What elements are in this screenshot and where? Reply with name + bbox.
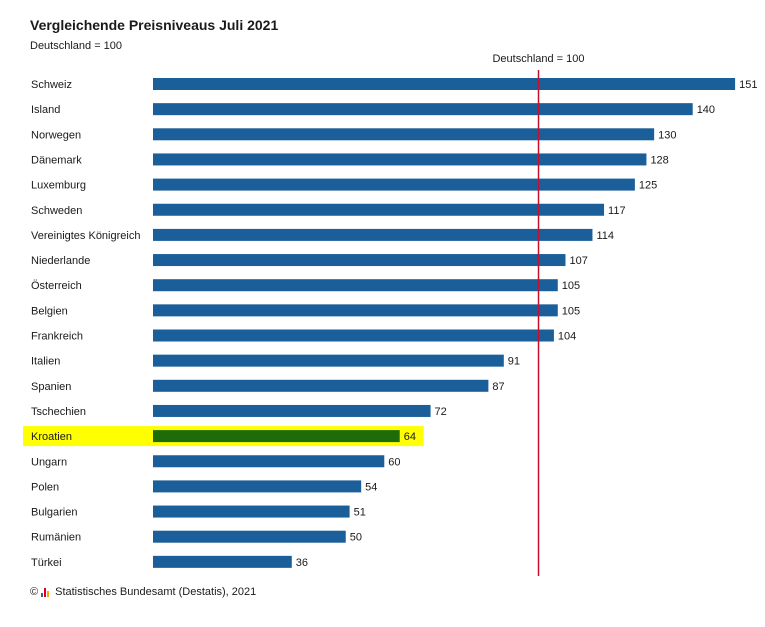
footer-source: Statistisches Bundesamt (Destatis), 2021 <box>55 586 257 598</box>
category-label-frankreich: Frankreich <box>31 331 83 343</box>
value-label-österreich: 105 <box>562 280 580 292</box>
value-label-schweiz: 151 <box>739 79 757 91</box>
category-label-türkei: Türkei <box>31 557 62 569</box>
value-label-vereinigtes-königreich: 114 <box>596 230 614 242</box>
bar-island <box>153 103 693 116</box>
value-label-rumänien: 50 <box>350 532 362 544</box>
chart-title: Vergleichende Preisniveaus Juli 2021 <box>30 17 279 33</box>
category-label-belgien: Belgien <box>31 305 68 317</box>
category-label-kroatien: Kroatien <box>31 431 72 443</box>
bar-niederlande <box>153 254 566 267</box>
destatis-logo-icon <box>41 587 50 597</box>
value-label-schweden: 117 <box>608 205 626 217</box>
value-label-bulgarien: 51 <box>354 507 366 519</box>
bar-dänemark <box>153 153 647 166</box>
bar-vereinigtes-königreich <box>153 228 593 241</box>
category-label-spanien: Spanien <box>31 381 71 393</box>
category-label-schweden: Schweden <box>31 205 82 217</box>
value-label-türkei: 36 <box>296 557 308 569</box>
bar-ungarn <box>153 455 385 468</box>
value-label-island: 140 <box>697 104 715 116</box>
value-label-italien: 91 <box>508 356 520 368</box>
bar-luxemburg <box>153 178 635 191</box>
category-label-tschechien: Tschechien <box>31 406 86 418</box>
category-label-rumänien: Rumänien <box>31 532 81 544</box>
bar-schweiz <box>153 78 736 90</box>
bar-türkei <box>153 555 292 568</box>
bar-österreich <box>153 279 558 292</box>
value-label-spanien: 87 <box>492 381 504 393</box>
category-label-ungarn: Ungarn <box>31 456 67 468</box>
value-label-ungarn: 60 <box>388 456 400 468</box>
copyright-symbol: © <box>30 586 39 598</box>
chart-subtitle: Deutschland = 100 <box>30 40 123 52</box>
bar-rumänien <box>153 530 346 543</box>
value-label-luxemburg: 125 <box>639 180 657 192</box>
category-label-bulgarien: Bulgarien <box>31 507 77 519</box>
category-label-norwegen: Norwegen <box>31 129 81 141</box>
value-label-kroatien: 64 <box>404 431 416 443</box>
bar-spanien <box>153 379 489 392</box>
category-label-schweiz: Schweiz <box>31 79 72 91</box>
category-label-vereinigtes-königreich: Vereinigtes Königreich <box>31 230 140 242</box>
bar-belgien <box>153 304 558 317</box>
category-label-dänemark: Dänemark <box>31 154 82 166</box>
bar-polen <box>153 480 362 493</box>
bar-frankreich <box>153 329 554 342</box>
value-label-belgien: 105 <box>562 305 580 317</box>
value-label-niederlande: 107 <box>569 255 587 267</box>
value-label-frankreich: 104 <box>558 331 576 343</box>
category-label-polen: Polen <box>31 481 59 493</box>
value-label-dänemark: 128 <box>650 154 668 166</box>
bar-kroatien <box>153 430 400 443</box>
bar-bulgarien <box>153 505 350 518</box>
bar-norwegen <box>153 128 655 141</box>
reference-line-label: Deutschland = 100 <box>492 53 585 65</box>
bar-italien <box>153 354 504 367</box>
category-label-niederlande: Niederlande <box>31 255 90 267</box>
bar-chart: Schweiz 151 Island 140 Norwegen 130 Dänemark 12… <box>23 70 757 576</box>
value-label-polen: 54 <box>365 481 377 493</box>
bar-tschechien <box>153 404 431 417</box>
category-label-österreich: Österreich <box>31 280 82 292</box>
category-label-luxemburg: Luxemburg <box>31 180 86 192</box>
value-label-norwegen: 130 <box>658 129 676 141</box>
bar-schweden <box>153 203 605 216</box>
category-label-italien: Italien <box>31 356 60 368</box>
category-label-island: Island <box>31 104 60 116</box>
value-label-tschechien: 72 <box>435 406 447 418</box>
footer: © Statistisches Bundesamt (Destatis), 20… <box>30 586 256 598</box>
